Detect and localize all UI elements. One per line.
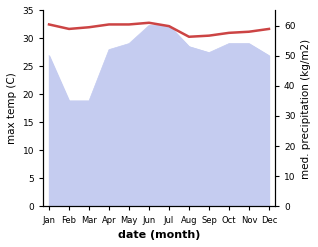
Y-axis label: max temp (C): max temp (C) (7, 73, 17, 144)
X-axis label: date (month): date (month) (118, 230, 200, 240)
Y-axis label: med. precipitation (kg/m2): med. precipitation (kg/m2) (301, 38, 311, 179)
